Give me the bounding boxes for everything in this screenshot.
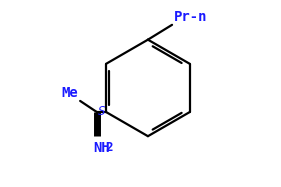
Text: S: S xyxy=(98,105,105,118)
Text: NH: NH xyxy=(93,141,110,155)
Text: Pr-n: Pr-n xyxy=(174,10,207,24)
Text: 2: 2 xyxy=(105,141,113,154)
Text: Me: Me xyxy=(62,86,78,100)
